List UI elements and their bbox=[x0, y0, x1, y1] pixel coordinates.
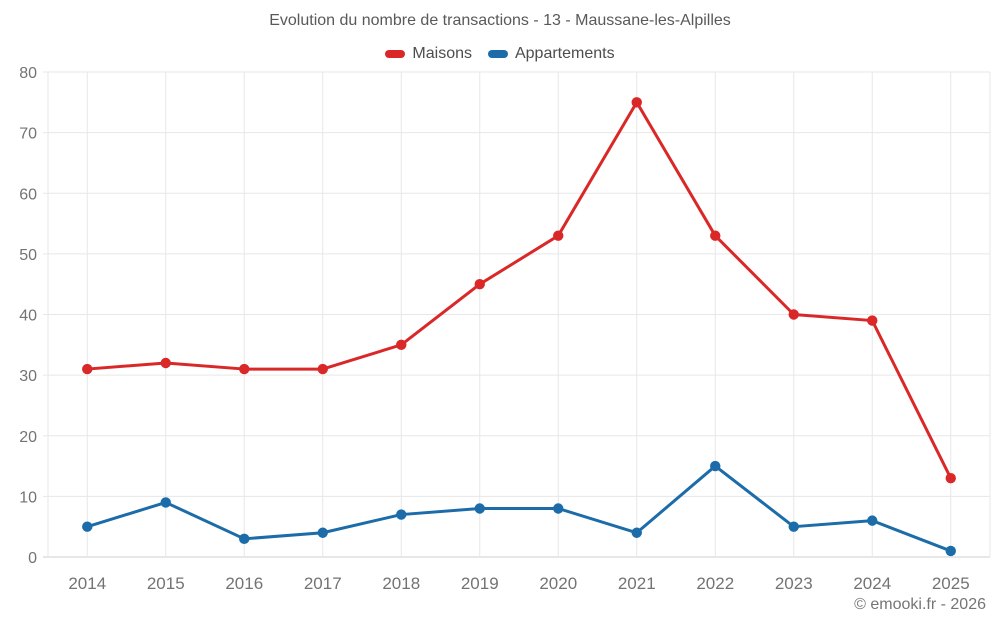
data-point-appartements-2015[interactable] bbox=[160, 497, 171, 508]
data-point-maisons-2020[interactable] bbox=[553, 230, 564, 241]
x-axis-tick-label-2014: 2014 bbox=[68, 574, 106, 593]
x-axis-tick-label-2017: 2017 bbox=[304, 574, 342, 593]
chart-legend: Maisons Appartements bbox=[0, 45, 1000, 63]
series-line-maisons bbox=[85, 100, 953, 480]
data-point-appartements-2021[interactable] bbox=[631, 527, 642, 538]
x-axis-tick-label-2022: 2022 bbox=[696, 574, 734, 593]
x-axis-tick-label-2019: 2019 bbox=[461, 574, 499, 593]
data-point-appartements-2023[interactable] bbox=[788, 521, 799, 532]
data-point-maisons-2025[interactable] bbox=[945, 472, 956, 484]
maisons-series-swatch-icon bbox=[385, 50, 406, 58]
data-point-appartements-2018[interactable] bbox=[396, 509, 407, 520]
y-axis-tick-label-60: 60 bbox=[19, 186, 37, 203]
y-axis-tick-label-0: 0 bbox=[28, 550, 37, 567]
legend-label-maisons: Maisons bbox=[412, 45, 472, 62]
data-point-maisons-2015[interactable] bbox=[160, 357, 171, 369]
data-point-appartements-2016[interactable] bbox=[239, 533, 250, 545]
data-point-appartements-2020[interactable] bbox=[553, 503, 564, 514]
y-axis-tick-label-80: 80 bbox=[19, 65, 37, 82]
data-point-maisons-2021[interactable] bbox=[631, 97, 642, 108]
data-point-maisons-2019[interactable] bbox=[474, 278, 485, 290]
data-point-appartements-2014[interactable] bbox=[82, 521, 93, 532]
x-axis-tick-label-2020: 2020 bbox=[539, 574, 577, 593]
legend-item-maisons[interactable]: Maisons bbox=[385, 45, 472, 63]
data-point-appartements-2024[interactable] bbox=[867, 515, 878, 526]
x-axis-tick-label-2015: 2015 bbox=[147, 574, 185, 593]
y-axis-tick-label-50: 50 bbox=[19, 247, 37, 264]
data-point-maisons-2024[interactable] bbox=[867, 315, 878, 326]
data-point-maisons-2018[interactable] bbox=[396, 339, 407, 351]
x-axis-tick-label-2021: 2021 bbox=[618, 574, 656, 593]
y-axis-tick-label-30: 30 bbox=[19, 368, 37, 385]
appartements-series-swatch-icon bbox=[487, 50, 508, 58]
legend-item-appartements[interactable]: Appartements bbox=[487, 45, 615, 63]
copyright-note: © emooki.fr - 2026 bbox=[854, 596, 986, 613]
x-axis-tick-label-2016: 2016 bbox=[225, 574, 263, 593]
data-point-appartements-2025[interactable] bbox=[945, 545, 956, 557]
y-axis-tick-label-20: 20 bbox=[19, 429, 37, 446]
data-point-appartements-2017[interactable] bbox=[317, 527, 328, 538]
chart-title: Evolution du nombre de transactions - 13… bbox=[269, 12, 731, 29]
x-axis-tick-label-2023: 2023 bbox=[775, 574, 813, 593]
data-point-maisons-2016[interactable] bbox=[239, 363, 250, 375]
y-axis-tick-label-70: 70 bbox=[19, 126, 37, 143]
data-point-maisons-2022[interactable] bbox=[710, 230, 721, 241]
x-axis-tick-label-2024: 2024 bbox=[853, 574, 891, 593]
x-axis-tick-label-2018: 2018 bbox=[382, 574, 420, 593]
legend-label-appartements: Appartements bbox=[514, 45, 615, 62]
data-point-maisons-2017[interactable] bbox=[317, 363, 328, 375]
data-point-appartements-2019[interactable] bbox=[474, 503, 485, 514]
data-point-maisons-2023[interactable] bbox=[788, 309, 799, 320]
data-point-maisons-2014[interactable] bbox=[82, 363, 93, 375]
y-axis-tick-label-40: 40 bbox=[19, 308, 37, 325]
data-point-appartements-2022[interactable] bbox=[710, 460, 721, 472]
x-axis-tick-label-2025: 2025 bbox=[932, 574, 970, 593]
series-line-appartements bbox=[85, 464, 953, 553]
y-axis-tick-label-10: 10 bbox=[19, 489, 37, 506]
